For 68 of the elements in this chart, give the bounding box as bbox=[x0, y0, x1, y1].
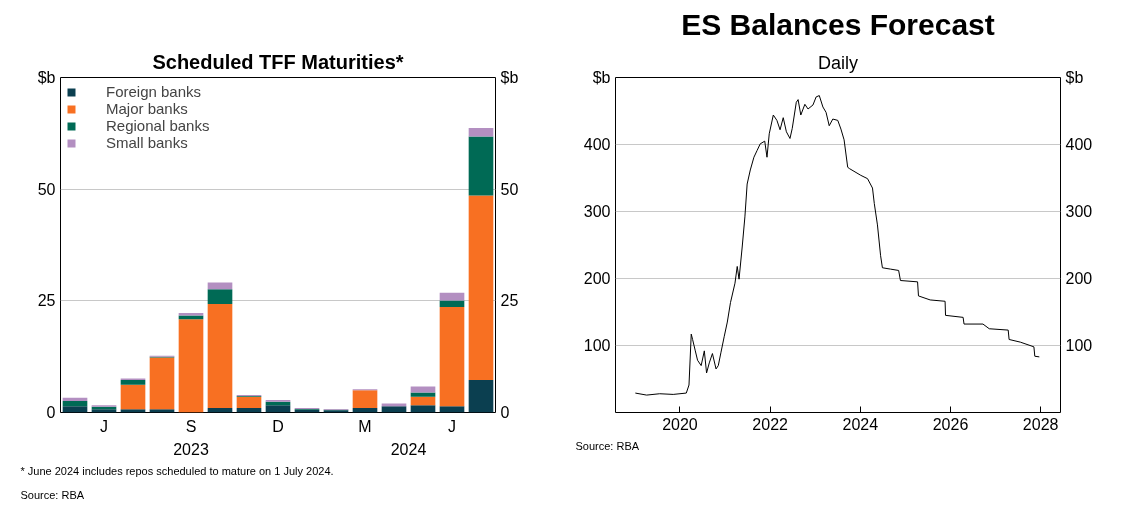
y-tick-label: 300 bbox=[583, 203, 611, 220]
y-tick-label: 200 bbox=[583, 270, 611, 287]
text: 2023 bbox=[173, 440, 209, 458]
bar bbox=[439, 300, 465, 308]
y2-axis-title: $b bbox=[500, 69, 519, 86]
y2-tick-label: 0 bbox=[500, 404, 510, 421]
bar bbox=[207, 303, 233, 409]
y-tick-label: 25 bbox=[37, 292, 56, 310]
bar bbox=[178, 312, 204, 316]
chart-title: Scheduled TFF Maturities* bbox=[152, 50, 404, 73]
legend-label: Regional banks bbox=[106, 117, 210, 134]
text: * June 2024 includes repos scheduled to mature on 1 July 2024. bbox=[20, 464, 334, 477]
x-tick-label: 2024 bbox=[842, 415, 879, 433]
bar bbox=[236, 396, 262, 409]
y-tick-label: 100 bbox=[583, 337, 611, 354]
y-tick-label: 400 bbox=[583, 136, 611, 153]
x-tick-label: 2020 bbox=[662, 415, 698, 433]
chart-title: ES Balances Forecast bbox=[681, 7, 995, 41]
y-tick-label: 50 bbox=[37, 180, 56, 198]
bar bbox=[352, 390, 378, 409]
bar bbox=[265, 405, 291, 413]
legend-label: Small banks bbox=[106, 134, 188, 151]
x-tick-label: J bbox=[100, 417, 108, 435]
bar bbox=[439, 406, 465, 413]
x-tick-label: J bbox=[448, 417, 456, 435]
bar bbox=[439, 292, 465, 301]
bar bbox=[468, 195, 494, 380]
y-tick-label: 0 bbox=[46, 404, 56, 421]
bar bbox=[62, 397, 88, 401]
x-tick-label: D bbox=[272, 417, 284, 435]
bar bbox=[207, 289, 233, 304]
bar bbox=[149, 357, 175, 410]
y2-axis-title: $b bbox=[1065, 69, 1084, 86]
bar bbox=[62, 400, 88, 407]
x-tick-label: 2022 bbox=[752, 415, 789, 433]
bar bbox=[410, 396, 436, 406]
y2-tick-label: 100 bbox=[1065, 337, 1093, 354]
bar bbox=[381, 406, 407, 413]
y2-tick-label: 400 bbox=[1065, 136, 1093, 153]
bar bbox=[468, 136, 494, 196]
bar bbox=[468, 127, 494, 137]
bar bbox=[149, 409, 175, 413]
text: 2024 bbox=[390, 440, 427, 458]
x-tick-label: S bbox=[185, 417, 197, 435]
bar bbox=[468, 379, 494, 413]
legend-label: Major banks bbox=[106, 100, 188, 117]
x-tick-label: 2026 bbox=[932, 415, 969, 433]
y2-tick-label: 300 bbox=[1065, 203, 1093, 220]
bar bbox=[62, 406, 88, 413]
line-series bbox=[634, 95, 1040, 396]
x-tick-label: 2028 bbox=[1022, 415, 1059, 433]
bar bbox=[439, 307, 465, 407]
bar bbox=[120, 379, 146, 385]
y-axis-title: $b bbox=[37, 69, 56, 86]
chart-subtitle: Daily bbox=[818, 52, 859, 73]
source-note: Source: RBA bbox=[20, 488, 85, 501]
legend-label: Foreign banks bbox=[106, 83, 202, 100]
y-axis-title: $b bbox=[592, 69, 611, 86]
bar bbox=[178, 319, 204, 413]
bar bbox=[120, 409, 146, 413]
source-note: Source: RBA bbox=[575, 439, 640, 452]
x-tick-label: M bbox=[358, 417, 372, 435]
y2-tick-label: 25 bbox=[500, 292, 519, 310]
bar bbox=[410, 392, 436, 397]
bar bbox=[410, 405, 436, 413]
y2-tick-label: 50 bbox=[500, 180, 519, 198]
bar bbox=[120, 384, 146, 410]
y2-tick-label: 200 bbox=[1065, 270, 1093, 287]
